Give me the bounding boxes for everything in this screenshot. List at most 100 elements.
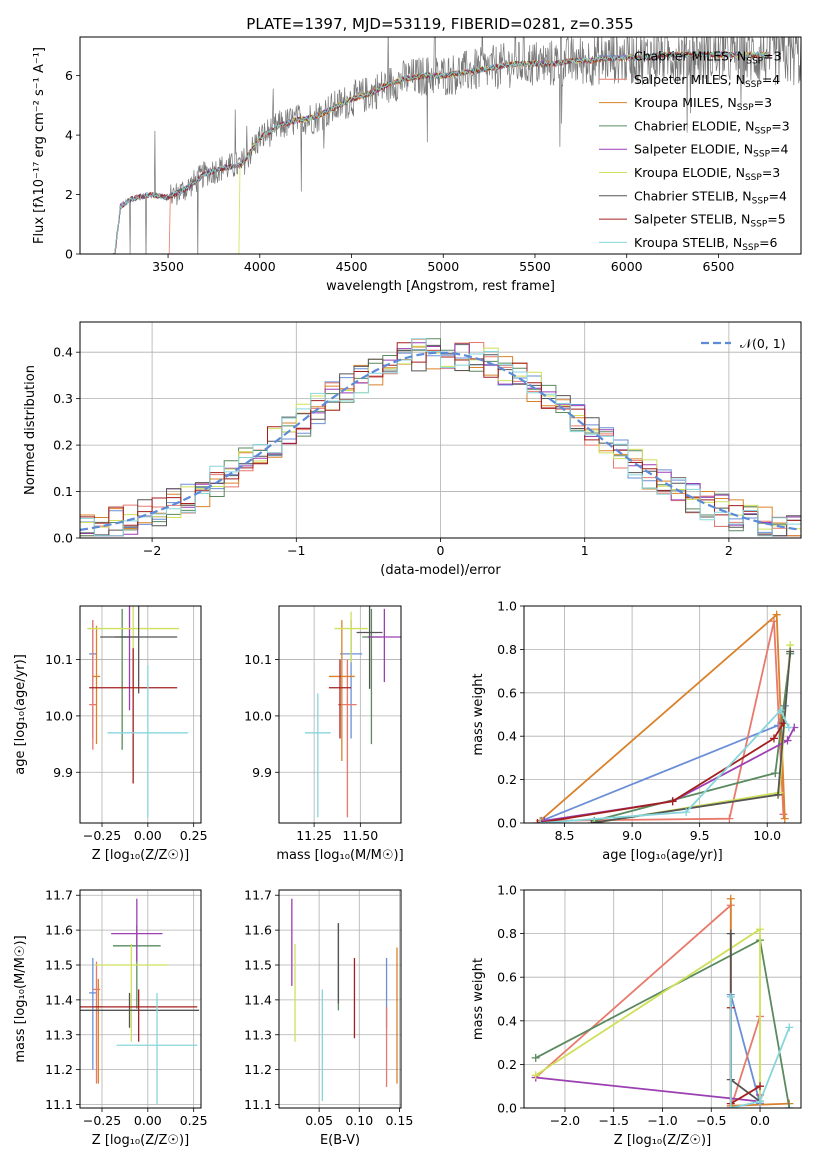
- x-tick-label: 0.00: [134, 828, 162, 843]
- y-tick-label: 1.0: [497, 883, 517, 898]
- x-tick-label: 11.25: [296, 828, 332, 843]
- panel-age-vs-z: −0.25 0.00 0.25 9.9 10.0 10.1 Z [log₁₀(Z/Z☉)] a…: [13, 605, 208, 863]
- y-tick-label: 0: [65, 247, 73, 262]
- y-tick-label: 0.2: [53, 438, 73, 453]
- x-axis-label: Z [log₁₀(Z/Z☉)]: [92, 1133, 189, 1148]
- mass-weight-marker: [533, 819, 542, 823]
- x-tick-label: 0.0: [750, 1113, 770, 1128]
- panel-age-vs-mass: 11.25 11.50 9.9 10.0 10.1 mass [log₁₀(M/M☉)]: [244, 605, 404, 863]
- plot-area-age-vs-mass: [304, 606, 401, 818]
- x-tick-label: 5500: [519, 259, 551, 274]
- mass-weight-marker: [726, 894, 735, 903]
- panel-mass-vs-ebv: 0.05 0.10 0.15 11.1 11.2 11.3 11.4 11.5 11.6 11.7…: [244, 888, 413, 1148]
- mass-weight-marker: [772, 610, 781, 619]
- legend-entry: Chabrier MILES, NSSP=3: [634, 49, 782, 67]
- mass-weight-line-7: [729, 933, 761, 1103]
- mass-weight-line-5: [535, 1076, 761, 1103]
- y-tick-label: 11.7: [45, 888, 73, 903]
- axes-frame: [523, 889, 802, 1109]
- y-tick-label: 11.2: [244, 1062, 272, 1077]
- y-tick-label: 0.6: [497, 970, 517, 985]
- x-tick-label: 0.05: [305, 1113, 333, 1128]
- y-tick-label: 0.8: [497, 642, 517, 657]
- mass-weight-marker: [725, 814, 734, 823]
- mass-weight-line-6: [535, 927, 761, 1102]
- x-tick-label: 5000: [427, 259, 459, 274]
- y-tick-label: 10.0: [244, 708, 272, 723]
- mass-weight-line-6: [594, 645, 792, 823]
- x-tick-label: 9.5: [690, 828, 710, 843]
- mass-weight-line-3: [539, 612, 786, 822]
- mass-weight-marker: [536, 819, 545, 823]
- mass-weight-marker: [771, 769, 780, 778]
- mass-weight-marker: [785, 1104, 794, 1108]
- y-tick-label: 4: [65, 128, 73, 143]
- mass-weight-marker: [531, 1071, 540, 1080]
- x-tick-label: 6500: [703, 259, 735, 274]
- y-tick-label: 11.5: [244, 957, 272, 972]
- panel-massweight-vs-age: 8.5 9.0 9.5 10.0 0.0 0.2 0.4 0.6 0.8 1.0 age [log₁…: [471, 599, 802, 863]
- panel-spectrum: 3500 4000 4500 5000 5500 6000 6500 0 2 4 6 waveleng…: [32, 36, 802, 294]
- histogram-step-7: [80, 344, 801, 537]
- mass-weight-marker: [779, 810, 788, 819]
- y-tick-label: 11.7: [244, 888, 272, 903]
- mass-weight-marker: [590, 819, 599, 823]
- mass-weight-marker: [774, 790, 783, 799]
- legend-entry: Salpeter MILES, NSSP=4: [634, 72, 780, 90]
- x-tick-label: 9.0: [622, 828, 642, 843]
- mass-weight-marker: [786, 647, 795, 656]
- y-axis-label: mass weight: [471, 673, 486, 755]
- y-tick-label: 0.0: [53, 531, 73, 546]
- y-tick-label: 0.2: [497, 772, 517, 787]
- x-tick-label: 0: [437, 543, 445, 558]
- panel-residual-histogram: −2 −1 0 1 2 0.0 0.1 0.2 0.3 0.4 (data-model)/error…: [23, 321, 802, 578]
- y-tick-label: 10.0: [45, 708, 73, 723]
- axes-frame: [79, 889, 202, 1109]
- mass-weight-marker: [784, 723, 793, 732]
- model-spectrum-line-8: [114, 50, 771, 254]
- y-tick-label: 11.3: [244, 1027, 272, 1042]
- histogram-step-9: [80, 338, 801, 537]
- y-tick-label: 0.0: [497, 1101, 517, 1116]
- mass-weight-marker: [682, 808, 691, 817]
- y-tick-label: 0.0: [497, 816, 517, 831]
- mass-weight-line-2: [535, 903, 761, 1108]
- y-tick-label: 0.4: [53, 345, 73, 360]
- axes-frame: [523, 605, 802, 824]
- y-tick-label: 11.6: [244, 923, 272, 938]
- mass-weight-marker: [769, 734, 778, 743]
- mass-weight-marker: [780, 814, 789, 823]
- mass-weight-marker: [726, 1104, 735, 1108]
- x-tick-label: 0.10: [345, 1113, 373, 1128]
- y-tick-label: 11.3: [45, 1027, 73, 1042]
- y-tick-label: 0.4: [497, 1013, 517, 1028]
- x-tick-label: −1.0: [647, 1113, 677, 1128]
- y-tick-label: 11.1: [45, 1097, 73, 1112]
- x-axis-label: Z [log₁₀(Z/Z☉)]: [614, 1133, 711, 1148]
- y-tick-label: 0.1: [53, 484, 73, 499]
- y-tick-label: 11.6: [45, 923, 73, 938]
- figure-title: PLATE=1397, MJD=53119, FIBERID=0281, z=0…: [246, 15, 633, 33]
- plot-area-mass-vs-ebv: [291, 898, 398, 1102]
- x-tick-label: 2: [725, 543, 733, 558]
- y-tick-label: 0.8: [497, 926, 517, 941]
- y-tick-label: 1.0: [497, 599, 517, 614]
- y-axis-label: Flux [fλ10⁻¹⁷ erg cm⁻² s⁻¹ A⁻¹]: [32, 47, 47, 244]
- x-tick-label: −0.5: [696, 1113, 726, 1128]
- legend-entry: Kroupa ELODIE, NSSP=3: [634, 165, 780, 183]
- y-tick-label: 10.1: [45, 652, 73, 667]
- plot-area-mass-vs-z: [80, 898, 200, 1105]
- y-tick-label: 2: [65, 187, 73, 202]
- y-tick-label: 0.3: [53, 391, 73, 406]
- y-axis-label: mass [log₁₀(M/M☉)]: [13, 935, 28, 1062]
- x-tick-label: 0.25: [180, 828, 208, 843]
- plot-area-massweight-vs-age: [533, 610, 799, 823]
- spectrum-legend: Chabrier MILES, NSSP=3 Salpeter MILES, NS…: [599, 49, 790, 253]
- x-tick-label: 0.15: [385, 1113, 413, 1128]
- x-tick-label: 6000: [611, 259, 643, 274]
- mass-weight-marker: [756, 1082, 765, 1091]
- x-tick-label: 3500: [152, 259, 184, 274]
- x-tick-label: 10.0: [753, 828, 781, 843]
- axes-frame: [79, 605, 202, 824]
- y-tick-label: 0.6: [497, 685, 517, 700]
